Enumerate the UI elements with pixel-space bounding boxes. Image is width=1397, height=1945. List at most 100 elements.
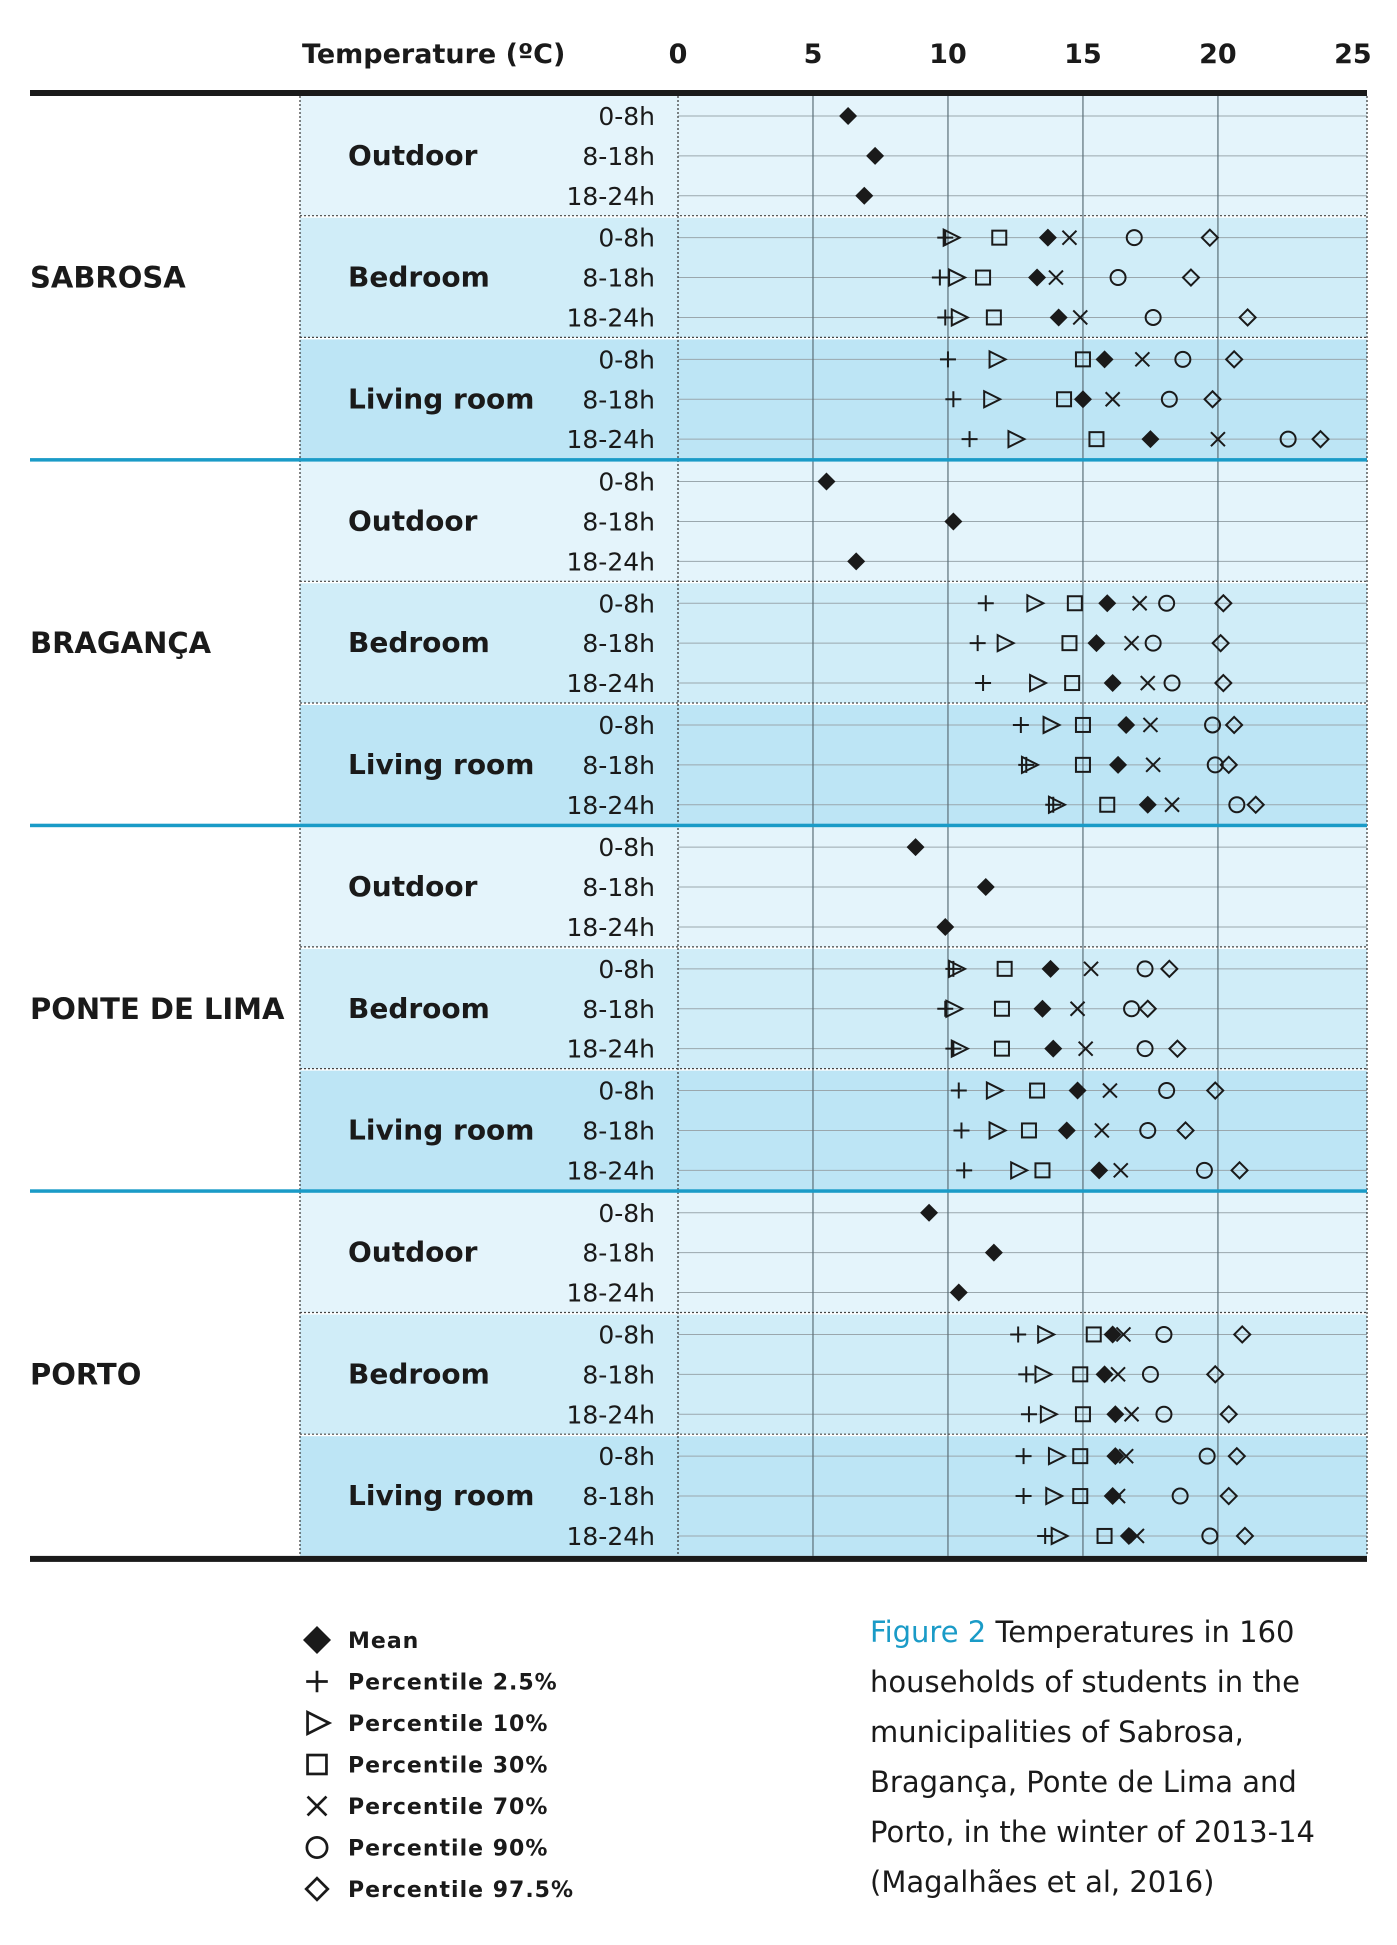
plus-marker (956, 1162, 973, 1179)
triangle-marker (1026, 593, 1046, 613)
mean-diamond (1028, 268, 1047, 287)
marker-p30 (1096, 1527, 1113, 1544)
x-tick-label: 5 (804, 39, 823, 70)
figure-caption: Figure 2 Temperatures in 160 households … (870, 1607, 1340, 1907)
marker-p70 (1123, 635, 1140, 651)
square-marker (1064, 675, 1081, 692)
marker-p97_5 (1219, 1404, 1239, 1424)
circle-marker (1201, 1527, 1219, 1545)
triangle-marker (1047, 1446, 1068, 1466)
x-marker (1131, 595, 1148, 611)
marker-p2_5 (937, 309, 954, 326)
mean-diamond (1057, 1121, 1076, 1140)
triangle-marker (945, 999, 965, 1019)
legend-mean-marker (303, 1626, 331, 1654)
municipality-label: PONTE DE LIMA (30, 992, 285, 1026)
plus-marker (950, 1082, 967, 1099)
open-diamond-marker (1176, 1121, 1195, 1140)
marker-p90 (1195, 1161, 1213, 1179)
room-label: Outdoor (348, 139, 478, 172)
marker-p10 (1042, 715, 1062, 735)
marker-p30 (306, 1753, 328, 1776)
marker-p97_5 (304, 1876, 330, 1902)
x-marker (1104, 391, 1121, 407)
marker-p90 (1158, 594, 1176, 612)
square-marker (996, 960, 1013, 977)
marker-p70 (1131, 595, 1148, 611)
marker-p10 (988, 1120, 1008, 1141)
triangle-marker (306, 1710, 333, 1736)
marker-p30 (991, 229, 1008, 246)
period-label: 8-18h (582, 995, 655, 1024)
marker-p2_5 (969, 635, 986, 652)
marker-p97_5 (1168, 1039, 1187, 1059)
marker-p97_5 (1219, 755, 1239, 775)
marker-p10 (1034, 1364, 1054, 1384)
marker-p10 (1045, 1486, 1065, 1506)
circle-marker (1158, 594, 1176, 612)
circle-marker (1228, 796, 1246, 814)
x-marker (1210, 431, 1226, 447)
marker-p10 (1007, 429, 1027, 449)
marker-p70 (1069, 1001, 1086, 1017)
marker-p30 (1072, 1448, 1089, 1465)
square-marker (1066, 595, 1083, 612)
plus-marker (977, 595, 994, 612)
period-label: 8-18h (582, 629, 655, 658)
mean-diamond (1103, 1487, 1122, 1506)
marker-p90 (1160, 390, 1178, 408)
marker-p70 (1142, 717, 1159, 733)
x-marker (1083, 961, 1099, 977)
marker-p30 (1072, 1488, 1089, 1505)
legend-label: Percentile 97.5% (348, 1878, 574, 1903)
marker-p2_5 (1037, 1527, 1054, 1544)
marker-p10 (1039, 1404, 1060, 1424)
plus-marker (1037, 1527, 1054, 1544)
mean-diamond (984, 1243, 1003, 1262)
marker-p70 (1102, 1082, 1118, 1099)
legend-label: Percentile 10% (348, 1712, 548, 1737)
room-label: Outdoor (348, 870, 478, 903)
x-marker (1140, 675, 1156, 691)
period-label: 18-24h (567, 303, 656, 332)
x-marker (1077, 1040, 1094, 1057)
period-label: 8-18h (582, 1239, 655, 1268)
marker-p2_5 (945, 1040, 962, 1057)
mean-diamond (1073, 390, 1092, 409)
square-marker (1074, 756, 1091, 773)
marker-p30 (1074, 716, 1091, 733)
marker-p70 (1104, 391, 1121, 407)
municipality-label: SABROSA (30, 261, 186, 295)
marker-mean (866, 146, 885, 165)
period-label: 0-8h (598, 711, 655, 740)
marker-p10 (945, 999, 965, 1019)
open-diamond-marker (304, 1876, 330, 1902)
marker-p70 (1083, 961, 1099, 977)
mean-diamond (817, 472, 836, 491)
open-diamond-marker (1224, 715, 1244, 735)
marker-p10 (950, 1039, 971, 1059)
period-label: 8-18h (582, 1116, 655, 1145)
marker-mean (984, 1243, 1003, 1262)
triangle-marker (948, 959, 968, 979)
period-label: 18-24h (567, 1522, 656, 1551)
x-marker (1110, 1488, 1126, 1504)
marker-p90 (1174, 350, 1192, 368)
period-label: 0-8h (598, 345, 655, 374)
triangle-marker (988, 1120, 1008, 1141)
period-label: 18-24h (567, 1035, 656, 1064)
marker-mean (1049, 308, 1068, 327)
triangle-marker (1047, 795, 1068, 815)
period-label: 18-24h (567, 425, 656, 454)
legend-marker (306, 1795, 328, 1817)
marker-p90 (1136, 1040, 1154, 1058)
period-label: 0-8h (598, 1077, 655, 1106)
marker-p70 (1115, 1326, 1132, 1343)
square-marker (1099, 796, 1116, 813)
open-diamond-marker (1159, 959, 1179, 979)
mean-diamond (1090, 1161, 1109, 1180)
circle-marker (305, 1836, 329, 1859)
triangle-marker (948, 267, 968, 288)
marker-p90 (1279, 430, 1297, 448)
marker-mean (1106, 1405, 1125, 1424)
